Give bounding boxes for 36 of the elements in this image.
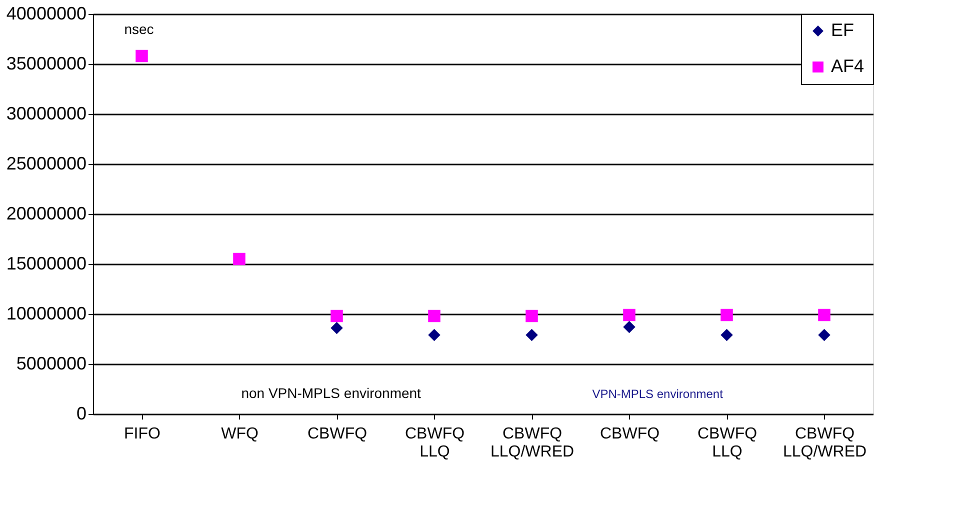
x-tick-label: WFQ bbox=[221, 426, 258, 442]
y-tick-label: 0 bbox=[76, 404, 86, 424]
x-tick-label: CBWFQ bbox=[307, 426, 368, 442]
x-tick-label: CBWFQ bbox=[600, 426, 660, 442]
x-tick-label: CBWFQ LLQ/WRED bbox=[782, 426, 867, 460]
point bbox=[136, 50, 148, 62]
point bbox=[526, 328, 538, 342]
y-tick-label: 35000000 bbox=[6, 54, 86, 74]
point bbox=[233, 252, 246, 266]
point bbox=[330, 322, 343, 334]
annotation: nsec bbox=[124, 21, 154, 37]
annotation: non VPN-MPLS environment bbox=[241, 385, 422, 401]
x-tick-label: FIFO bbox=[124, 426, 160, 442]
y-tick-label: 5000000 bbox=[16, 354, 86, 374]
point bbox=[720, 308, 733, 322]
point bbox=[330, 310, 343, 322]
point bbox=[720, 328, 733, 342]
point bbox=[428, 310, 440, 322]
point bbox=[623, 308, 636, 322]
x-tick-label: CBWFQ LLQ bbox=[697, 426, 758, 460]
point bbox=[526, 310, 538, 322]
point bbox=[428, 328, 440, 342]
point bbox=[623, 320, 636, 334]
point bbox=[818, 328, 830, 342]
annotation: VPN-MPLS environment bbox=[592, 387, 724, 401]
x-tick-label: CBWFQ LLQ/WRED bbox=[490, 426, 574, 460]
y-tick-label: 40000000 bbox=[6, 4, 86, 24]
point bbox=[818, 308, 830, 322]
y-tick-label: 25000000 bbox=[6, 154, 86, 174]
y-tick-label: 30000000 bbox=[6, 104, 86, 124]
y-tick-label: 20000000 bbox=[6, 204, 86, 224]
x-tick-label: CBWFQ LLQ bbox=[404, 426, 465, 460]
legend-label: EF bbox=[831, 20, 854, 40]
y-tick-label: 10000000 bbox=[6, 304, 86, 324]
y-tick-label: 15000000 bbox=[6, 254, 86, 274]
legend-label: AF4 bbox=[831, 56, 864, 76]
